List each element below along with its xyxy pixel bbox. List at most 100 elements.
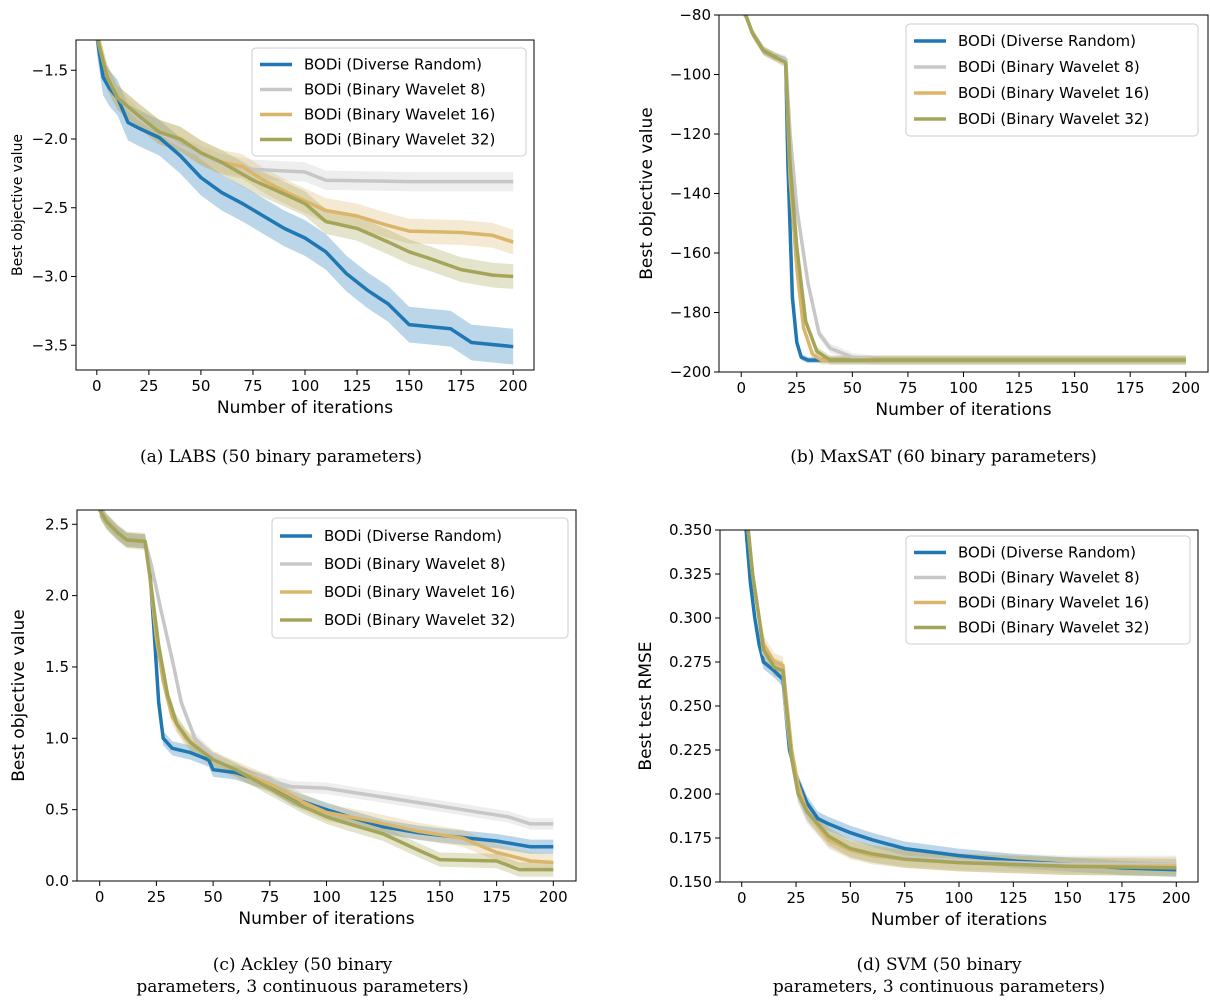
- legend-label: BODi (Binary Wavelet 16): [324, 583, 515, 601]
- x-tick-label: 75: [243, 377, 262, 395]
- x-tick-label: 125: [1005, 379, 1034, 397]
- legend-box: [905, 23, 1199, 137]
- legend-label: BODi (Binary Wavelet 16): [304, 106, 495, 124]
- x-tick-label: 150: [1053, 889, 1082, 907]
- x-tick-label: 0: [95, 888, 105, 906]
- panel-caption: (b) MaxSAT (60 binary parameters): [790, 447, 1096, 467]
- y-tick-label: 2.0: [45, 587, 69, 605]
- y-tick-label: −2.5: [32, 199, 68, 217]
- chart-panel-2: 0 25 50 75 100 125 150 175 200 0.0 0.5 1.0 1.5 2.0 2.5…: [9, 509, 577, 997]
- y-tick-label: 0.200: [669, 785, 712, 803]
- x-tick-label: 100: [949, 379, 978, 397]
- legend-label: BODi (Diverse Random): [958, 32, 1136, 50]
- legend-box: [251, 47, 527, 157]
- x-tick-label: 100: [291, 377, 320, 395]
- y-tick-label: 1.5: [45, 658, 69, 676]
- x-tick-label: 150: [395, 377, 424, 395]
- y-tick-label: 0.275: [669, 653, 712, 671]
- legend-label: BODi (Binary Wavelet 16): [958, 84, 1149, 102]
- y-tick-label: −100: [670, 66, 711, 84]
- x-tick-label: 0: [737, 889, 747, 907]
- legend-label: BODi (Binary Wavelet 32): [304, 131, 495, 149]
- x-tick-label: 0: [736, 379, 746, 397]
- x-tick-label: 50: [841, 889, 860, 907]
- y-tick-label: −120: [670, 125, 711, 143]
- y-tick-label: 0.0: [45, 872, 69, 890]
- x-tick-label: 200: [1162, 889, 1191, 907]
- x-tick-label: 100: [312, 888, 341, 906]
- legend: BODi (Diverse Random) BODi (Binary Wavele…: [905, 23, 1199, 137]
- y-tick-label: −140: [670, 185, 711, 203]
- x-axis-label: Number of iterations: [871, 910, 1047, 930]
- legend-label: BODi (Binary Wavelet 32): [324, 611, 515, 629]
- panel-caption: (c) Ackley (50 binary parameters, 3 conti…: [136, 955, 468, 997]
- x-tick-label: 50: [204, 888, 223, 906]
- series-line-0: [744, 530, 1177, 872]
- y-tick-label: 1.0: [45, 729, 69, 747]
- x-tick-label: 150: [1060, 379, 1089, 397]
- x-tick-label: 125: [369, 888, 398, 906]
- x-tick-label: 125: [999, 889, 1028, 907]
- x-tick-label: 0: [92, 377, 102, 395]
- y-tick-label: −3.0: [32, 268, 68, 286]
- x-tick-label: 200: [499, 377, 528, 395]
- y-tick-label: 0.325: [669, 565, 712, 583]
- y-tick-label: 0.225: [669, 741, 712, 759]
- plot-area: [742, 15, 1186, 365]
- x-tick-label: 100: [945, 889, 974, 907]
- y-tick-label: 0.350: [669, 521, 712, 539]
- y-tick-label: 0.150: [669, 873, 712, 891]
- x-tick-label: 75: [898, 379, 917, 397]
- chart-panel-0: 0 25 50 75 100 125 150 175 200 −3.5 −3.0 −2.5 −2.0 −1…: [10, 39, 535, 467]
- y-tick-label: −1.5: [32, 61, 68, 79]
- legend-label: BODi (Binary Wavelet 32): [958, 110, 1149, 128]
- x-tick-label: 175: [447, 377, 476, 395]
- legend-label: BODi (Binary Wavelet 8): [958, 58, 1140, 76]
- series-line-3: [96, 40, 514, 279]
- series-band-3: [96, 40, 514, 289]
- legend-label: BODi (Diverse Random): [324, 527, 502, 545]
- legend-label: BODi (Binary Wavelet 8): [958, 569, 1140, 587]
- x-tick-label: 200: [1171, 379, 1200, 397]
- y-tick-label: −80: [679, 6, 711, 24]
- y-tick-label: −160: [670, 244, 711, 262]
- x-tick-label: 50: [843, 379, 862, 397]
- panel-caption: (d) SVM (50 binary parameters, 3 continuo…: [773, 955, 1105, 997]
- legend-label: BODi (Binary Wavelet 8): [324, 555, 506, 573]
- plot-area: [95, 40, 514, 365]
- legend: BODi (Diverse Random) BODi (Binary Wavele…: [905, 535, 1191, 645]
- y-tick-label: −180: [670, 304, 711, 322]
- x-tick-label: 25: [787, 379, 806, 397]
- legend-box: [271, 517, 569, 639]
- chart-panel-3: 0 25 50 75 100 125 150 175 200 0.150 0.175 0.200 0.2…: [636, 521, 1199, 997]
- panel-caption: (a) LABS (50 binary parameters): [140, 447, 422, 467]
- x-tick-label: 125: [343, 377, 372, 395]
- y-tick-label: 0.175: [669, 829, 712, 847]
- y-tick-label: −3.5: [32, 336, 68, 354]
- y-tick-label: 0.300: [669, 609, 712, 627]
- y-tick-label: 2.5: [45, 515, 69, 533]
- x-tick-label: 175: [1116, 379, 1145, 397]
- series-line-3: [98, 510, 554, 872]
- x-tick-label: 200: [539, 888, 568, 906]
- legend: BODi (Diverse Random) BODi (Binary Wavele…: [251, 47, 527, 157]
- x-tick-label: 75: [895, 889, 914, 907]
- legend-label: BODi (Diverse Random): [958, 544, 1136, 562]
- x-tick-label: 75: [260, 888, 279, 906]
- x-axis-label: Number of iterations: [238, 909, 414, 929]
- y-axis-label: Best test RMSE: [636, 641, 656, 770]
- x-tick-label: 175: [1108, 889, 1137, 907]
- y-axis-label: Best objective value: [9, 609, 29, 782]
- series-line-3: [743, 15, 1186, 362]
- plot-area: [98, 510, 554, 877]
- chart-panel-1: 0 25 50 75 100 125 150 175 200 −200 −180 −160 −140 −1…: [637, 6, 1209, 467]
- x-tick-label: 175: [482, 888, 511, 906]
- legend-box: [905, 535, 1191, 645]
- x-tick-label: 150: [426, 888, 455, 906]
- series-band-0: [96, 40, 514, 365]
- x-tick-label: 25: [147, 888, 166, 906]
- y-tick-label: 0.250: [669, 697, 712, 715]
- y-tick-label: −200: [670, 363, 711, 381]
- legend-label: BODi (Binary Wavelet 8): [304, 81, 486, 99]
- legend-label: BODi (Diverse Random): [304, 56, 482, 74]
